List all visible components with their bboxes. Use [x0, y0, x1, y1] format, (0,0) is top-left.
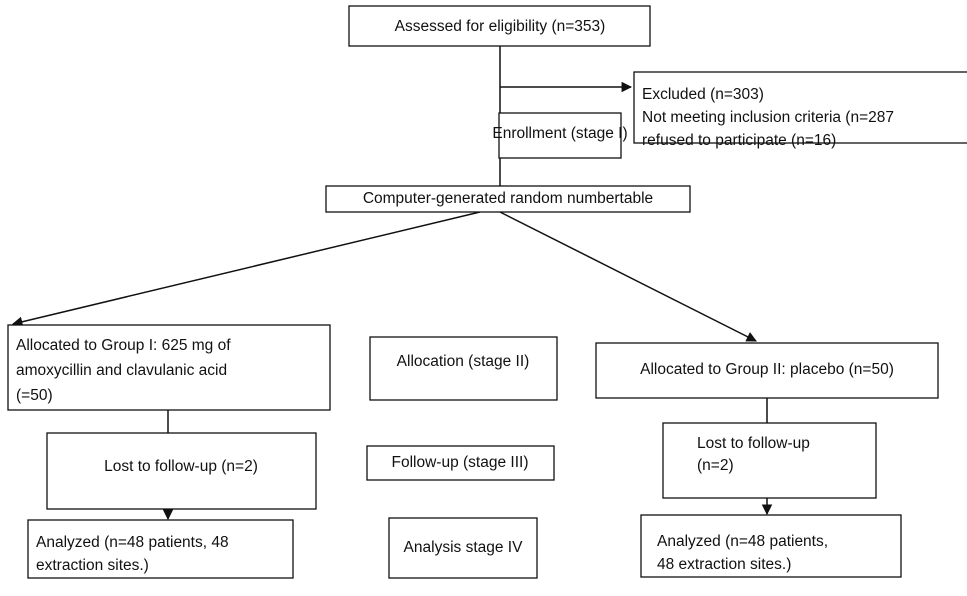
- node-box: [325, 185, 691, 213]
- node-text: Not meeting inclusion criteria (n=287: [642, 109, 894, 126]
- node-box: [662, 422, 877, 499]
- node-box: [640, 514, 902, 578]
- node-text: Lost to follow-up: [697, 435, 810, 452]
- node-text: Allocation (stage II): [397, 353, 530, 370]
- node-box: [388, 517, 538, 579]
- node-text: extraction sites.): [36, 557, 149, 574]
- node-text: Computer-generated random numbertable: [363, 190, 653, 207]
- node-text: Excluded (n=303): [642, 86, 764, 103]
- node-box: [369, 336, 558, 401]
- node-text: (=50): [16, 387, 53, 404]
- node-text: Lost to follow-up (n=2): [104, 458, 258, 475]
- node-text: Follow-up (stage III): [392, 454, 529, 471]
- node-text: (n=2): [697, 457, 734, 474]
- node-text: Enrollment (stage I): [492, 125, 627, 142]
- node-box: [348, 5, 651, 47]
- arrow: [499, 211, 757, 342]
- node-text: Allocated to Group II: placebo (n=50): [640, 361, 894, 378]
- node-text: refused to participate (n=16): [642, 132, 836, 149]
- node-box: [46, 432, 317, 510]
- node-text: Allocated to Group I: 625 mg of: [16, 337, 231, 354]
- node-box: [498, 112, 622, 159]
- node-box: [595, 342, 939, 399]
- node-box: [366, 445, 555, 481]
- node-text: Analysis stage IV: [404, 539, 524, 556]
- node-box: [27, 519, 294, 579]
- node-text: Analyzed (n=48 patients, 48: [36, 534, 229, 551]
- arrow: [11, 211, 481, 327]
- nodes: Assessed for eligibility (n=353) Excluded…: [7, 5, 967, 579]
- node-text: Analyzed (n=48 patients,: [657, 533, 828, 550]
- node-box: [633, 71, 967, 144]
- node-text: Assessed for eligibility (n=353): [395, 18, 606, 35]
- node-text: 48 extraction sites.): [657, 556, 791, 573]
- node-box: [7, 324, 331, 411]
- node-text: amoxycillin and clavulanic acid: [16, 362, 227, 379]
